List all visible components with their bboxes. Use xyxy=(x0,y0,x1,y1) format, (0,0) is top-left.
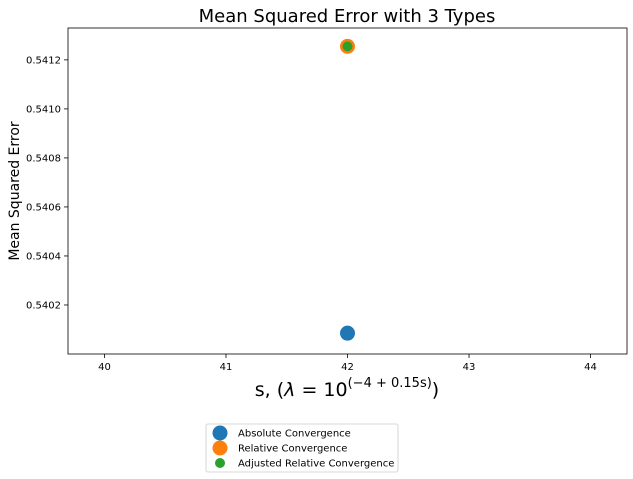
y-tick-label: 0.5412 xyxy=(26,55,61,66)
plot-area xyxy=(67,27,628,355)
y-tick-label: 0.5408 xyxy=(26,153,61,164)
x-axis-label-eq: = 10 xyxy=(295,379,347,401)
y-tick-label: 0.5410 xyxy=(26,104,61,115)
y-axis-label: Mean Squared Error xyxy=(7,121,23,261)
legend-marker xyxy=(212,440,228,456)
x-axis-label-suffix: ) xyxy=(432,379,439,401)
legend-label: Adjusted Relative Convergence xyxy=(238,459,394,470)
x-tick-label: 41 xyxy=(220,362,233,373)
x-axis-label-exponent: (−4 + 0.15s) xyxy=(348,376,432,391)
legend-label: Absolute Convergence xyxy=(238,429,351,440)
y-axis-ticks: 0.5402 0.5404 0.5406 0.5408 0.5410 0.5412 xyxy=(26,55,68,311)
x-tick-label: 43 xyxy=(463,362,476,373)
y-tick-label: 0.5406 xyxy=(26,202,61,213)
legend-box xyxy=(205,423,399,473)
x-axis-ticks: 40 41 42 43 44 xyxy=(98,354,597,373)
chart-title: Mean Squared Error with 3 Types xyxy=(199,6,496,27)
legend-marker xyxy=(212,425,228,441)
x-axis-label-lambda: λ xyxy=(283,379,295,401)
data-point xyxy=(340,325,355,341)
data-point xyxy=(342,41,353,52)
legend: Absolute Convergence Relative Convergence… xyxy=(205,423,399,473)
x-tick-label: 40 xyxy=(98,362,111,373)
x-axis-label: s, (λ = 10(−4 + 0.15s)) xyxy=(255,376,439,401)
x-tick-label: 42 xyxy=(341,362,354,373)
legend-label: Relative Convergence xyxy=(238,444,347,455)
x-axis-label-prefix: s, ( xyxy=(255,379,284,401)
legend-marker xyxy=(215,458,225,468)
y-tick-label: 0.5402 xyxy=(26,300,61,311)
data-points xyxy=(340,38,355,341)
y-tick-label: 0.5404 xyxy=(26,251,61,262)
x-tick-label: 44 xyxy=(584,362,597,373)
